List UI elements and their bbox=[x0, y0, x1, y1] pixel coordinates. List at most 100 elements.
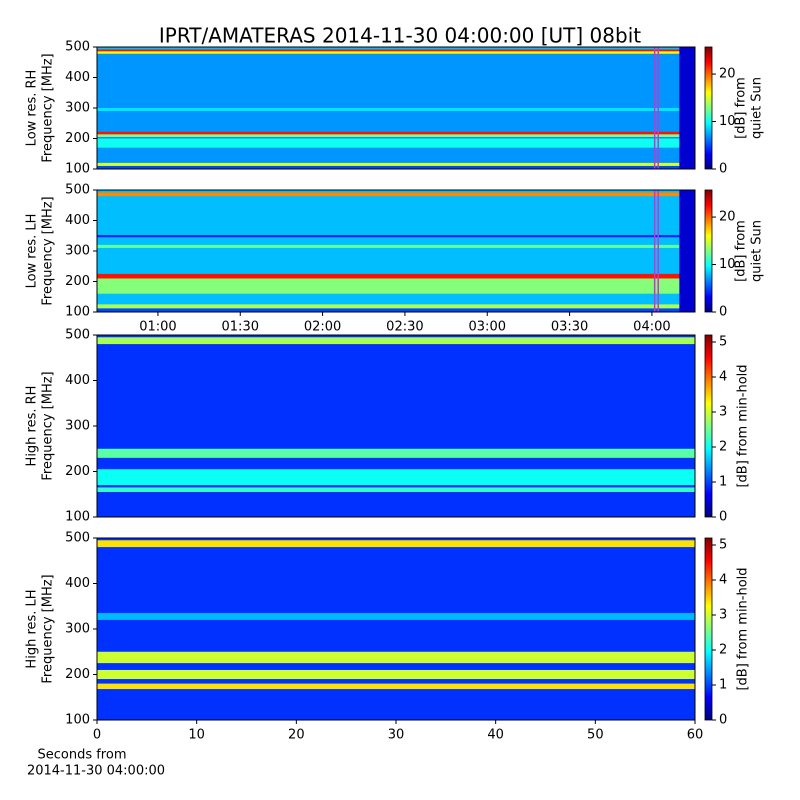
y-tick-label: 300 bbox=[65, 244, 90, 259]
heatmap-band bbox=[97, 49, 695, 52]
y-tick-label: 400 bbox=[65, 70, 90, 85]
x-axis-label: Seconds from bbox=[37, 748, 126, 763]
colorbar-tick-label: 4 bbox=[719, 573, 727, 588]
heatmap-band bbox=[97, 448, 695, 458]
colorbar-tick-label: 1 bbox=[719, 475, 727, 490]
heatmap-band bbox=[97, 469, 695, 486]
heatmap-band bbox=[97, 487, 695, 492]
x-tick-label: 03:00 bbox=[469, 320, 506, 335]
y-tick-label: 100 bbox=[65, 162, 90, 177]
y-tick-label: 200 bbox=[65, 131, 90, 146]
colorbar-tick-label: 1 bbox=[719, 678, 727, 693]
y-tick-label: 200 bbox=[65, 464, 90, 479]
colorbar-tick-label: 0 bbox=[719, 713, 727, 728]
heatmap-band bbox=[97, 337, 695, 345]
colorbar-tick-label: 20 bbox=[719, 210, 736, 225]
heatmap-band bbox=[97, 278, 695, 294]
y-tick-label: 400 bbox=[65, 576, 90, 591]
y-tick-label: 400 bbox=[65, 213, 90, 228]
y-tick-label: 300 bbox=[65, 622, 90, 637]
x-tick-label: 40 bbox=[487, 728, 504, 743]
chart-title: IPRT/AMATERAS 2014-11-30 04:00:00 [UT] 0… bbox=[159, 24, 641, 48]
y-axis-label: Low res. RH bbox=[25, 70, 40, 147]
no-data-region bbox=[679, 190, 695, 312]
colorbar-label: [dB] from bbox=[734, 220, 749, 282]
heatmap-background bbox=[97, 538, 695, 720]
y-axis-label: High res. RH bbox=[25, 386, 40, 467]
x-tick-label: 30 bbox=[388, 728, 405, 743]
y-tick-label: 100 bbox=[65, 713, 90, 728]
colorbar bbox=[704, 189, 713, 313]
y-tick-label: 200 bbox=[65, 274, 90, 289]
x-tick-label: 01:00 bbox=[139, 320, 176, 335]
x-axis-label: 2014-11-30 04:00:00 bbox=[27, 764, 165, 779]
colorbar bbox=[704, 334, 713, 518]
heatmap-band bbox=[97, 308, 695, 312]
heatmap-band bbox=[97, 669, 695, 680]
heatmap-band bbox=[97, 138, 695, 148]
colorbar-tick-label: 5 bbox=[719, 538, 727, 553]
colorbar-tick-label: 0 bbox=[719, 305, 727, 320]
x-tick-label: 03:30 bbox=[551, 320, 588, 335]
heatmap-band bbox=[97, 651, 695, 664]
y-tick-label: 200 bbox=[65, 667, 90, 682]
y-tick-label: 100 bbox=[65, 510, 90, 525]
heatmap-band bbox=[97, 192, 695, 197]
colorbar-tick-label: 10 bbox=[719, 114, 736, 129]
colorbar-tick-label: 2 bbox=[719, 440, 727, 455]
y-tick-label: 300 bbox=[65, 101, 90, 116]
heatmap-band bbox=[97, 47, 695, 50]
y-axis-label: Low res. LH bbox=[25, 214, 40, 289]
y-tick-label: 500 bbox=[65, 328, 90, 343]
heatmap-band bbox=[97, 134, 695, 137]
y-axis-label: High res. LH bbox=[25, 589, 40, 668]
colorbar-label: [dB] from min-hold bbox=[736, 364, 751, 487]
y-axis-label: Frequency [MHz] bbox=[41, 574, 56, 683]
no-data-region bbox=[679, 47, 695, 169]
colorbar-tick-label: 5 bbox=[719, 335, 727, 350]
y-tick-label: 500 bbox=[65, 40, 90, 55]
heatmap-band bbox=[97, 304, 695, 309]
colorbar bbox=[704, 537, 713, 721]
colorbar-tick-label: 10 bbox=[719, 257, 736, 272]
y-axis-label: Frequency [MHz] bbox=[41, 53, 56, 162]
heatmap-band bbox=[97, 613, 695, 620]
colorbar bbox=[704, 46, 713, 170]
heatmap-band bbox=[97, 51, 695, 54]
y-tick-label: 100 bbox=[65, 305, 90, 320]
heatmap-band bbox=[97, 273, 695, 279]
heatmap-band bbox=[97, 165, 695, 169]
colorbar-tick-label: 3 bbox=[719, 608, 727, 623]
y-axis-label: Frequency [MHz] bbox=[41, 371, 56, 480]
x-tick-label: 02:00 bbox=[304, 320, 341, 335]
heatmap-band bbox=[97, 683, 695, 690]
colorbar-label: quiet Sun bbox=[750, 77, 765, 139]
x-tick-label: 02:30 bbox=[386, 320, 423, 335]
y-axis-label: Frequency [MHz] bbox=[41, 196, 56, 305]
heatmap-background bbox=[97, 335, 695, 517]
colorbar-label: quiet Sun bbox=[750, 220, 765, 282]
y-tick-label: 400 bbox=[65, 373, 90, 388]
x-tick-label: 50 bbox=[587, 728, 604, 743]
colorbar-label: [dB] from min-hold bbox=[736, 567, 751, 690]
heatmap-band bbox=[97, 131, 695, 135]
colorbar-tick-label: 0 bbox=[719, 510, 727, 525]
colorbar-tick-label: 3 bbox=[719, 405, 727, 420]
x-tick-label: 60 bbox=[687, 728, 704, 743]
x-tick-label: 04:00 bbox=[633, 320, 670, 335]
y-tick-label: 500 bbox=[65, 531, 90, 546]
heatmap-band bbox=[97, 540, 695, 548]
x-tick-label: 10 bbox=[188, 728, 205, 743]
y-tick-label: 300 bbox=[65, 419, 90, 434]
heatmap-band bbox=[97, 235, 695, 238]
colorbar-tick-label: 0 bbox=[719, 162, 727, 177]
colorbar-tick-label: 20 bbox=[719, 67, 736, 82]
colorbar-label: [dB] from bbox=[734, 77, 749, 139]
x-tick-label: 0 bbox=[93, 728, 101, 743]
x-tick-label: 01:30 bbox=[222, 320, 259, 335]
colorbar-tick-label: 4 bbox=[719, 370, 727, 385]
heatmap-band bbox=[97, 108, 695, 112]
colorbar-tick-label: 2 bbox=[719, 643, 727, 658]
x-tick-label: 20 bbox=[288, 728, 305, 743]
